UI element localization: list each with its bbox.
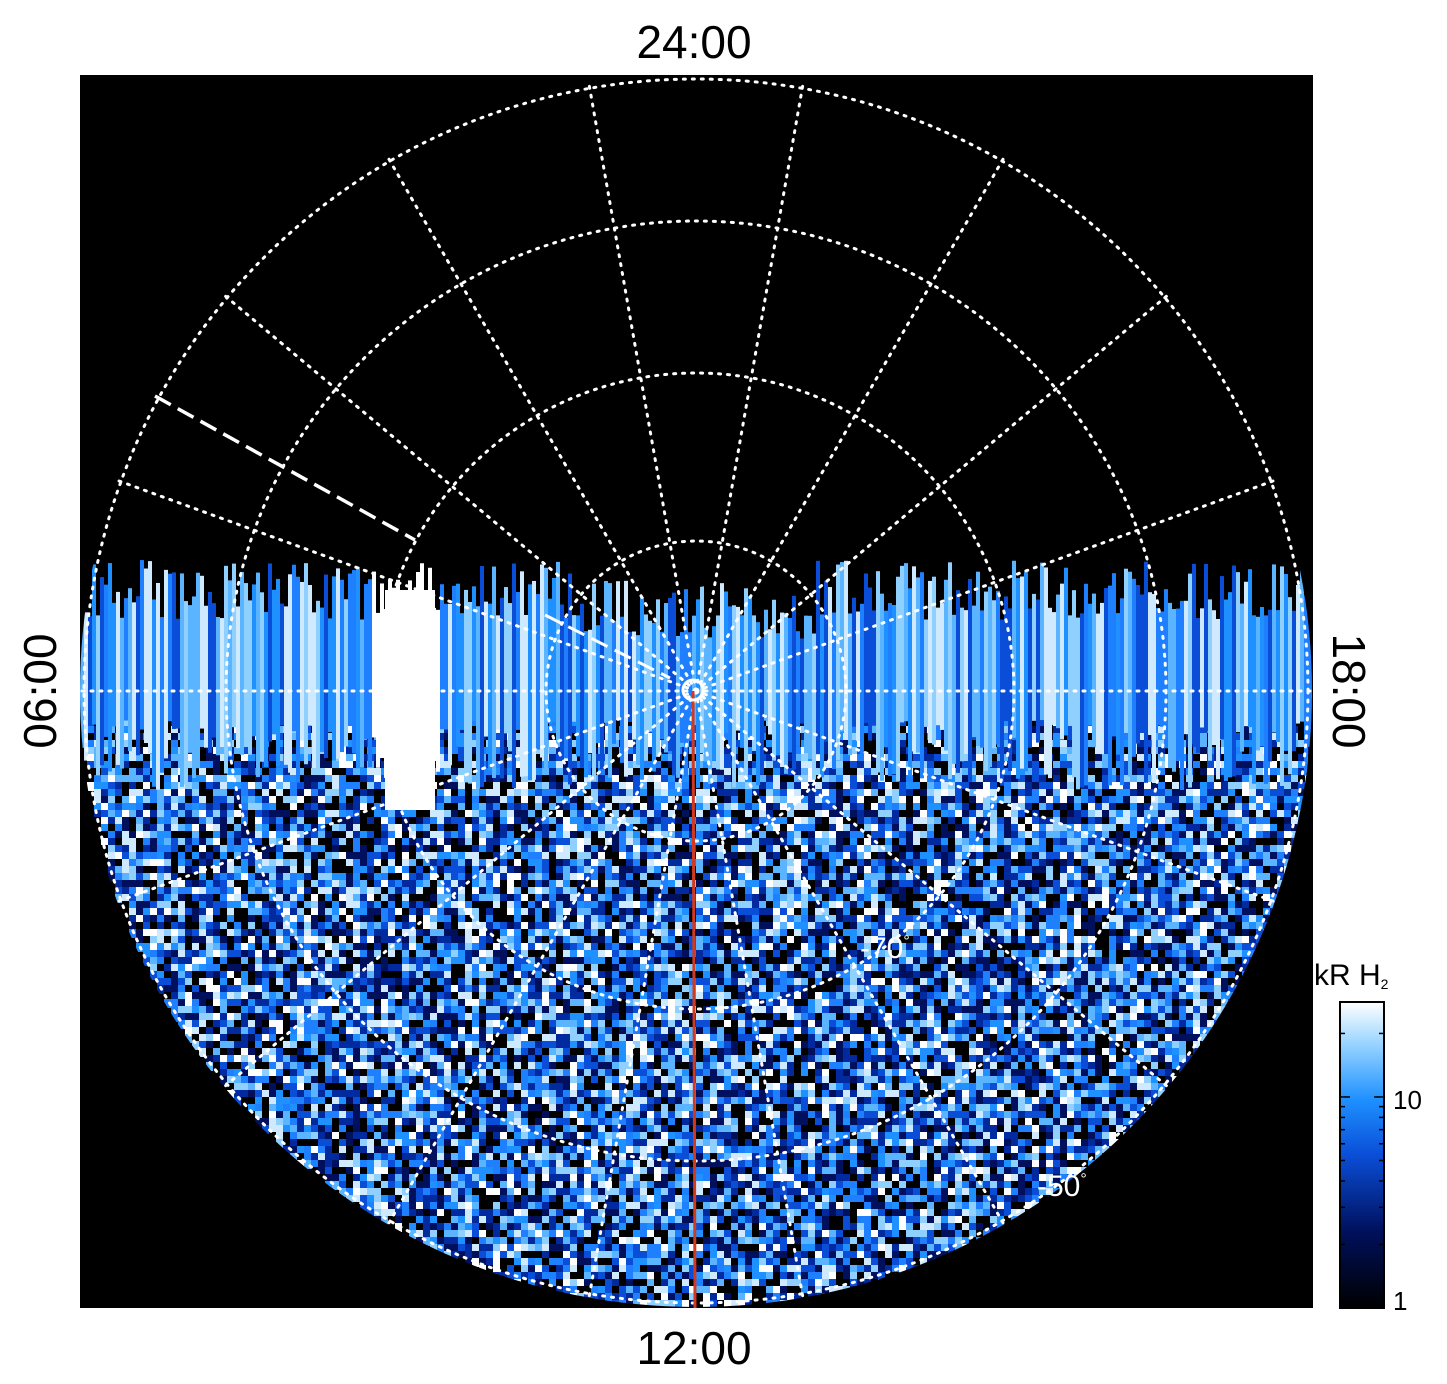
noon-meridian-line xyxy=(691,690,697,1308)
time-label-left: 06:00 xyxy=(14,633,66,748)
dashed-reference-line xyxy=(154,394,416,542)
outer-boundary-circle xyxy=(82,77,1310,1305)
meridian-line xyxy=(115,478,698,693)
latitude-circle xyxy=(544,539,848,843)
meridian-line xyxy=(694,82,805,693)
colorbar-ticks xyxy=(1340,1032,1384,1309)
meridian-line xyxy=(694,293,1170,693)
colorbar-tick-label-1: 1 xyxy=(1393,1286,1407,1316)
time-label-top: 24:00 xyxy=(636,16,751,68)
colorbar-tick-label-10: 10 xyxy=(1393,1085,1422,1115)
meridian-line xyxy=(587,82,698,693)
dashed-reference-line-continued xyxy=(544,613,671,680)
meridian-line xyxy=(587,689,698,1300)
latitude-label-70: -70° xyxy=(860,932,910,965)
meridian-line xyxy=(694,689,1006,1226)
meridian-line xyxy=(222,689,698,1089)
time-label-right: 18:00 xyxy=(1323,633,1375,748)
pole-marker xyxy=(681,678,705,702)
meridian-line xyxy=(694,689,1277,904)
colorbar: kR H2 10 1 xyxy=(1314,959,1422,1316)
time-label-bottom: 12:00 xyxy=(636,1322,751,1374)
colorbar-gradient xyxy=(1339,1001,1385,1309)
meridian-line xyxy=(386,156,698,693)
meridian-line xyxy=(694,689,805,1300)
meridian-line xyxy=(115,689,698,904)
meridian-line xyxy=(694,689,1170,1089)
latitude-label-50: -50° xyxy=(1037,1170,1087,1203)
emission-image xyxy=(80,503,1312,1307)
meridian-line xyxy=(386,689,698,1226)
colorbar-title: kR H2 xyxy=(1314,959,1389,992)
meridian-line xyxy=(694,156,1006,693)
lat-lon-grid xyxy=(80,82,1312,1300)
meridian-line xyxy=(222,293,698,693)
meridian-line xyxy=(694,478,1277,693)
